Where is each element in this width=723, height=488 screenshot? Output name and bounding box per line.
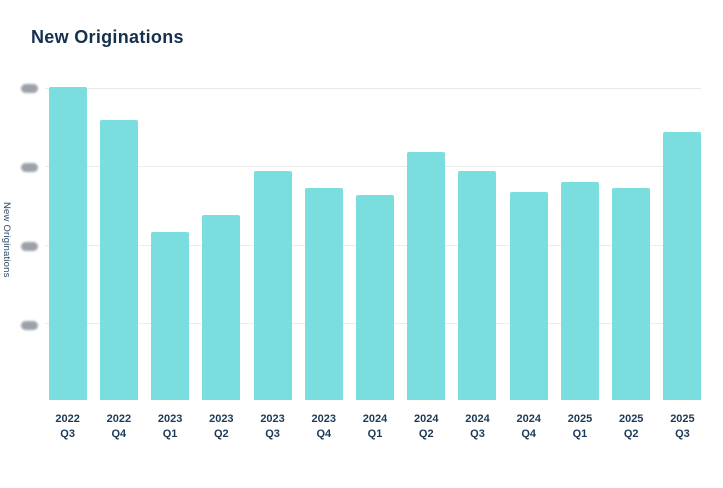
- x-tick-label: 2022 Q3: [55, 412, 79, 443]
- x-tick-quarter: Q3: [265, 428, 280, 441]
- x-tick-year: 2024: [516, 413, 541, 425]
- bar-column: 2022 Q4: [93, 80, 144, 443]
- bar-area: [247, 80, 298, 400]
- y-tick-label-redacted: [21, 241, 38, 251]
- x-tick-year: 2024: [414, 413, 439, 425]
- bar-column: 2022 Q3: [42, 80, 93, 443]
- x-tick-quarter: Q1: [162, 428, 178, 441]
- x-tick-label: 2023 Q2: [209, 412, 233, 443]
- x-tick-label: 2025 Q2: [619, 412, 643, 443]
- bar-column: 2025 Q1: [554, 80, 605, 443]
- bar-area: [401, 80, 452, 400]
- x-tick-quarter: Q3: [675, 428, 690, 441]
- x-tick-label: 2023 Q1: [158, 412, 182, 443]
- bar-area: [606, 80, 657, 400]
- bar-column: 2025 Q3: [657, 80, 708, 443]
- x-tick-quarter: Q4: [111, 428, 127, 441]
- x-tick-label: 2025 Q1: [568, 412, 592, 443]
- bar-column: 2023 Q1: [144, 80, 195, 443]
- bar-2022-q3[interactable]: [48, 87, 87, 400]
- x-tick-year: 2025: [567, 413, 593, 425]
- x-tick-year: 2024: [362, 413, 388, 425]
- x-tick-year: 2022: [106, 413, 132, 425]
- x-tick-quarter: Q4: [521, 428, 537, 441]
- bar-area: [144, 80, 195, 400]
- x-tick-label: 2024 Q2: [414, 412, 438, 443]
- x-tick-quarter: Q4: [316, 428, 332, 441]
- bar-area: [196, 80, 247, 400]
- bar-area: [452, 80, 503, 400]
- x-tick-year: 2024: [465, 413, 490, 425]
- x-tick-year: 2022: [55, 413, 80, 425]
- chart-title: New Originations: [31, 27, 184, 47]
- bar-2025-q3[interactable]: [663, 131, 702, 400]
- x-tick-quarter: Q1: [572, 428, 588, 441]
- x-tick-quarter: Q3: [470, 428, 485, 441]
- x-tick-year: 2025: [618, 413, 644, 425]
- bar-2023-q1[interactable]: [151, 232, 190, 400]
- x-tick-quarter: Q3: [60, 428, 75, 441]
- bar-column: 2024 Q3: [452, 80, 503, 443]
- bar-2025-q2[interactable]: [612, 187, 651, 400]
- bar-column: 2024 Q1: [349, 80, 400, 443]
- x-tick-quarter: Q2: [418, 428, 434, 441]
- x-tick-quarter: Q1: [367, 428, 383, 441]
- x-tick-quarter: Q2: [623, 428, 639, 441]
- x-tick-label: 2023 Q4: [312, 412, 336, 443]
- bar-2024-q2[interactable]: [407, 152, 446, 400]
- y-tick-label-redacted: [21, 162, 38, 172]
- x-tick-label: 2023 Q3: [260, 412, 284, 443]
- x-tick-year: 2023: [209, 413, 234, 425]
- bar-2025-q1[interactable]: [560, 182, 599, 400]
- bar-area: [298, 80, 349, 400]
- bar-area: [349, 80, 400, 400]
- bar-area: [503, 80, 554, 400]
- bar-column: 2024 Q4: [503, 80, 554, 443]
- x-tick-year: 2023: [311, 413, 337, 425]
- bar-2023-q2[interactable]: [202, 215, 241, 400]
- bar-column: 2023 Q4: [298, 80, 349, 443]
- x-tick-quarter: Q2: [213, 428, 229, 441]
- bar-area: [554, 80, 605, 400]
- bar-2024-q1[interactable]: [356, 194, 395, 400]
- bar-area: [42, 80, 93, 400]
- y-tick-label-redacted: [21, 84, 38, 94]
- x-tick-year: 2025: [670, 413, 695, 425]
- y-tick-label-redacted: [21, 320, 38, 330]
- bar-2022-q4[interactable]: [99, 120, 138, 400]
- x-tick-label: 2024 Q1: [363, 412, 387, 443]
- x-tick-label: 2022 Q4: [107, 412, 131, 443]
- x-tick-label: 2024 Q4: [516, 412, 540, 443]
- y-axis-title: New Originations: [1, 202, 12, 278]
- bar-2024-q4[interactable]: [509, 192, 548, 400]
- x-tick-label: 2024 Q3: [465, 412, 489, 443]
- bar-column: 2023 Q2: [196, 80, 247, 443]
- x-tick-year: 2023: [260, 413, 285, 425]
- bar-area: [93, 80, 144, 400]
- bar-2023-q3[interactable]: [253, 170, 292, 400]
- bar-column: 2024 Q2: [401, 80, 452, 443]
- bar-column: 2025 Q2: [606, 80, 657, 443]
- bar-column: 2023 Q3: [247, 80, 298, 443]
- bar-area: [657, 80, 708, 400]
- x-tick-label: 2025 Q3: [670, 412, 694, 443]
- x-tick-year: 2023: [157, 413, 183, 425]
- bar-plot: 2022 Q3 2022 Q4 2023 Q1 2023 Q2 2023 Q3 2023 Q4 2024…: [42, 80, 708, 443]
- bar-2024-q3[interactable]: [458, 170, 497, 400]
- bar-2023-q4[interactable]: [304, 187, 343, 400]
